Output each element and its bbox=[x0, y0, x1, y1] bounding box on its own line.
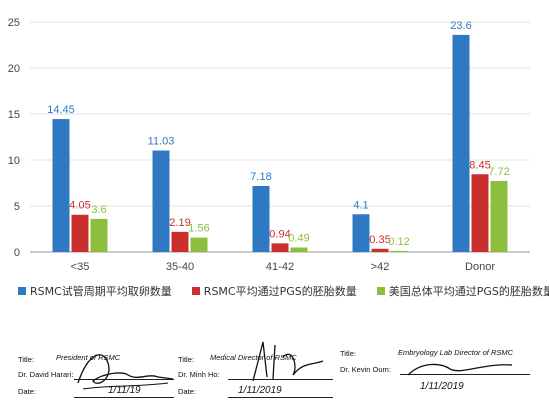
legend-item-series-1: RSMC试管周期平均取卵数量 bbox=[18, 283, 172, 299]
x-tick-label: 35-40 bbox=[166, 261, 194, 273]
date-value: 1/11/19 bbox=[108, 385, 141, 396]
name-label: Dr. David Harari: bbox=[18, 370, 74, 379]
title-value: President of RSMC bbox=[56, 353, 121, 362]
legend-label: RSMC平均通过PGS的胚胎数量 bbox=[203, 285, 357, 298]
bar-series-1 bbox=[352, 214, 370, 252]
bar-series-1 bbox=[152, 150, 170, 252]
data-label: 1.56 bbox=[188, 223, 209, 235]
date-rule bbox=[228, 397, 333, 398]
legend-label: RSMC试管周期平均取卵数量 bbox=[30, 285, 172, 298]
handwritten-signature bbox=[407, 363, 513, 376]
legend-item-series-3: 美国总体平均通过PGS的胚胎数量 bbox=[376, 283, 549, 299]
signature-rule bbox=[74, 379, 174, 380]
title-label: Title: bbox=[18, 355, 34, 364]
x-tick-label: 41-42 bbox=[266, 261, 294, 273]
title-label: Title: bbox=[178, 355, 194, 364]
handwritten-signature bbox=[252, 341, 324, 382]
data-label: 0.49 bbox=[288, 232, 309, 244]
bar-series-2 bbox=[171, 231, 189, 252]
title-value: Embryology Lab Director of RSMC bbox=[398, 348, 514, 357]
x-tick-label: >42 bbox=[371, 261, 390, 273]
y-tick-label: 10 bbox=[8, 155, 20, 167]
signature-rule bbox=[228, 379, 333, 380]
data-label: 2.19 bbox=[169, 217, 190, 229]
data-label: 23.6 bbox=[450, 20, 471, 32]
signature-rule bbox=[400, 374, 530, 375]
bar-series-3 bbox=[490, 180, 508, 252]
x-tick-label: Donor bbox=[465, 261, 495, 273]
legend-swatch bbox=[191, 287, 200, 295]
data-label: 7.72 bbox=[488, 166, 509, 178]
bar-series-2 bbox=[471, 174, 489, 252]
data-label: 8.45 bbox=[469, 159, 490, 171]
data-label: 7.18 bbox=[250, 171, 271, 183]
y-tick-label: 15 bbox=[8, 109, 20, 121]
data-label: 3.6 bbox=[91, 204, 106, 216]
bar-series-2 bbox=[71, 214, 89, 252]
y-tick-label: 0 bbox=[14, 247, 20, 259]
name-label: Dr. Kevin Oum: bbox=[340, 365, 391, 374]
data-label: 0.35 bbox=[369, 234, 390, 246]
bar-series-2 bbox=[271, 243, 289, 252]
bar-chart: 0 5 10 15 20 25 14.45 4.05 3.6 <35 11.03 2.191.56 35… bbox=[8, 17, 530, 273]
data-label: 4.05 bbox=[69, 200, 90, 212]
date-label: Date: bbox=[18, 387, 36, 396]
legend-item-series-2: RSMC平均通过PGS的胚胎数量 bbox=[191, 283, 357, 299]
data-label: 4.1 bbox=[353, 199, 368, 211]
title-value: Medical Director of RSMC bbox=[210, 353, 297, 362]
legend-label: 美国总体平均通过PGS的胚胎数量 bbox=[388, 285, 549, 298]
bar-series-3 bbox=[290, 247, 308, 252]
bar-series-3 bbox=[190, 237, 208, 252]
chart-legend: RSMC试管周期平均取卵数量 RSMC平均通过PGS的胚胎数量 美国总体平均通过… bbox=[18, 283, 549, 299]
handwritten-signature bbox=[77, 354, 174, 390]
date-rule bbox=[74, 397, 174, 398]
legend-swatch bbox=[376, 287, 385, 295]
legend-swatch bbox=[18, 287, 26, 295]
name-label: Dr. Minh Ho: bbox=[178, 370, 220, 379]
y-tick-label: 20 bbox=[8, 63, 20, 75]
bar-series-3 bbox=[90, 218, 108, 252]
data-label: 0.94 bbox=[269, 228, 290, 240]
y-tick-label: 5 bbox=[14, 201, 20, 213]
title-label: Title: bbox=[340, 349, 356, 358]
data-label: 0.12 bbox=[388, 236, 409, 248]
bar-series-3 bbox=[390, 250, 408, 252]
date-label: Date: bbox=[178, 387, 196, 396]
data-label: 14.45 bbox=[47, 104, 75, 116]
bar-series-1 bbox=[252, 185, 270, 252]
data-label: 11.03 bbox=[148, 136, 175, 148]
bar-series-1 bbox=[52, 119, 70, 252]
bar-series-2 bbox=[371, 248, 389, 252]
bar-series-1 bbox=[452, 34, 470, 252]
date-value: 1/11/2019 bbox=[420, 381, 464, 392]
date-value: 1/11/2019 bbox=[238, 385, 282, 396]
x-tick-label: <35 bbox=[71, 261, 90, 273]
y-tick-label: 25 bbox=[8, 17, 20, 29]
